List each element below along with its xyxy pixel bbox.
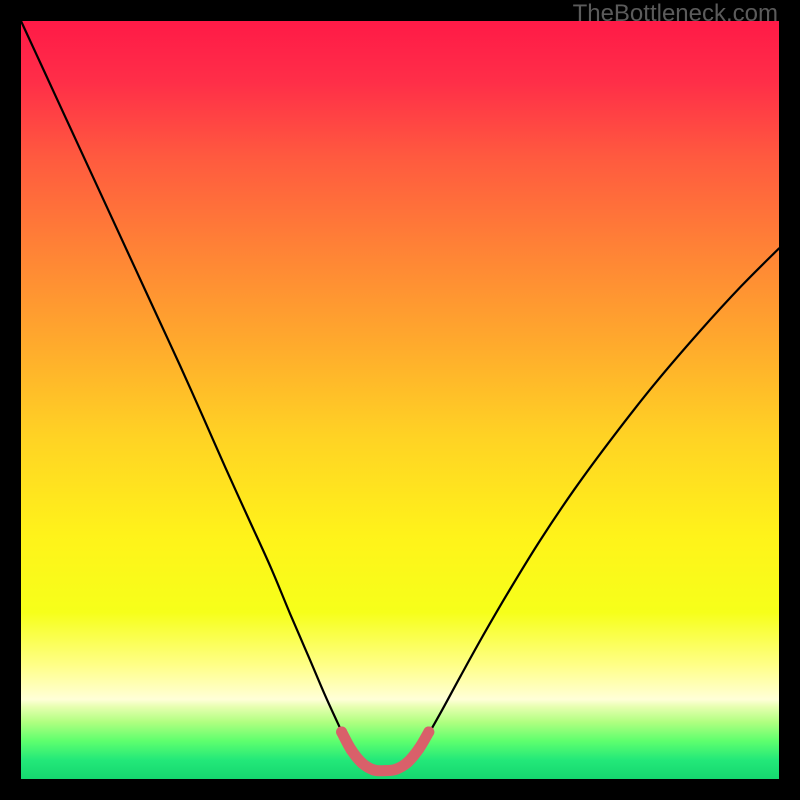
highlight-dot: [357, 758, 368, 769]
highlight-dot: [391, 764, 402, 775]
bottleneck-curve-svg: [21, 21, 779, 779]
chart-frame: TheBottleneck.com: [0, 0, 800, 800]
highlight-dot: [423, 727, 434, 738]
highlight-dot: [346, 745, 357, 756]
plot-area: [21, 21, 779, 779]
highlight-dot: [336, 727, 347, 738]
highlight-dot: [413, 743, 424, 754]
primary-curve-line: [21, 21, 779, 771]
highlight-dot: [402, 757, 413, 768]
optimal-zone-markers: [336, 727, 434, 777]
highlight-dot: [368, 764, 379, 775]
highlight-dot: [379, 765, 390, 776]
